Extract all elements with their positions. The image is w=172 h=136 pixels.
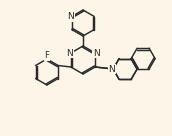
Text: F: F [44, 52, 49, 61]
Text: N: N [108, 64, 115, 73]
Text: N: N [109, 64, 116, 73]
Text: N: N [67, 49, 73, 58]
Text: N: N [93, 49, 99, 58]
Text: N: N [67, 12, 74, 21]
